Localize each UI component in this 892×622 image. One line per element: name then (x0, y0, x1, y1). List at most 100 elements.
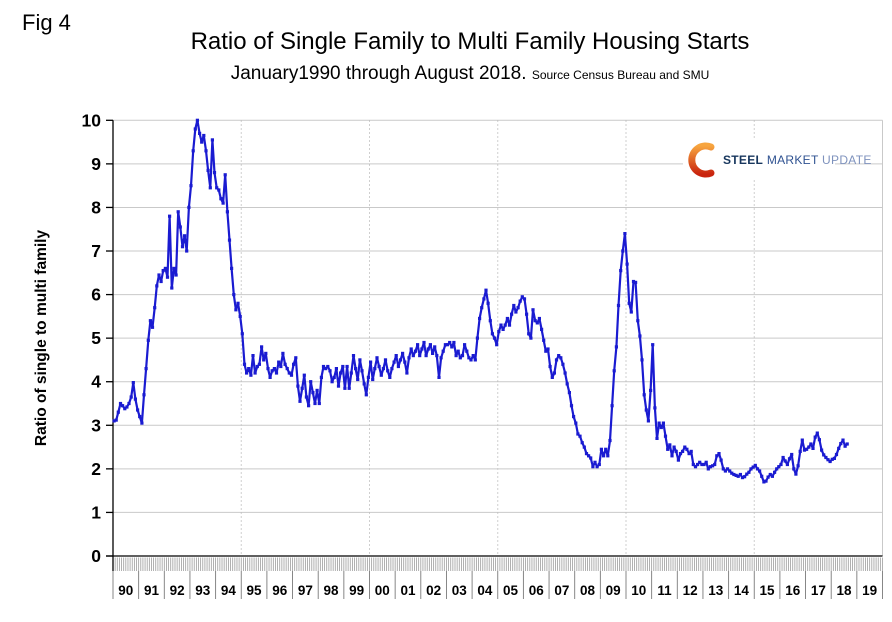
data-point-marker (478, 316, 482, 321)
data-point-marker (480, 306, 484, 310)
data-point-marker (426, 347, 430, 351)
data-point-marker (234, 308, 238, 312)
x-year-label: 90 (118, 583, 133, 598)
data-point-marker (215, 186, 219, 190)
data-point-marker (161, 269, 165, 273)
data-point-marker (700, 462, 704, 467)
x-year-label: 16 (785, 583, 801, 598)
data-point-marker (723, 469, 727, 473)
data-point-marker (770, 474, 774, 478)
data-point-marker (136, 408, 140, 412)
data-point-marker (127, 401, 131, 406)
data-point-marker (204, 149, 208, 153)
data-point-marker (146, 338, 150, 342)
x-year-label: 03 (452, 583, 468, 598)
data-point-marker (702, 462, 706, 467)
x-year-label: 14 (734, 583, 750, 598)
data-point-marker (655, 436, 659, 440)
data-point-marker (193, 127, 197, 131)
data-point-marker (683, 445, 687, 449)
data-point-marker (450, 345, 454, 349)
data-point-marker (300, 386, 304, 390)
data-point-marker (467, 356, 471, 360)
data-point-marker (747, 470, 751, 474)
x-year-label: 11 (657, 583, 672, 598)
data-point-marker (758, 469, 762, 473)
data-point-marker (516, 306, 520, 310)
y-tick-label: 4 (91, 372, 101, 392)
data-point-marker (409, 347, 413, 351)
data-point-marker (375, 356, 379, 360)
data-point-marker (768, 472, 772, 477)
data-point-marker (373, 367, 377, 371)
data-point-marker (484, 288, 488, 292)
data-point-marker (274, 371, 279, 375)
data-point-marker (822, 453, 826, 457)
data-point-marker (826, 458, 830, 462)
data-point-marker (212, 171, 217, 175)
data-point-marker (550, 375, 554, 379)
y-tick-label: 2 (91, 459, 101, 479)
data-point-marker (732, 472, 736, 477)
data-point-marker (834, 452, 839, 457)
data-point-marker (403, 360, 407, 364)
data-point-marker (319, 375, 323, 379)
data-point-marker (559, 356, 563, 360)
data-point-marker (336, 384, 341, 388)
x-year-label: 19 (862, 583, 877, 598)
data-point-marker (386, 369, 390, 373)
source-note: Source Census Bureau and SMU (531, 67, 710, 82)
x-year-label: 10 (631, 583, 646, 598)
x-year-label: 99 (349, 583, 364, 598)
data-point-marker (693, 465, 698, 469)
data-point-marker (125, 405, 129, 409)
y-tick-label: 0 (91, 546, 101, 566)
data-point-marker (240, 332, 244, 336)
data-point-marker (170, 286, 174, 290)
data-point-marker (377, 364, 381, 369)
data-point-marker (287, 371, 291, 375)
data-point-marker (612, 369, 616, 373)
x-year-label: 08 (580, 583, 596, 598)
data-point-marker (567, 391, 571, 395)
data-point-marker (670, 454, 674, 458)
data-point-marker (548, 364, 552, 369)
data-point-marker (116, 410, 120, 414)
data-point-marker (561, 362, 565, 366)
data-point-marker (649, 388, 653, 392)
data-point-marker (764, 479, 768, 483)
data-point-marker (565, 382, 569, 386)
data-point-marker (445, 343, 450, 347)
steel-market-update-logo: STEEL MARKET UPDATE (683, 140, 871, 180)
data-point-marker (779, 462, 783, 467)
data-point-marker (725, 467, 730, 471)
data-point-marker (696, 462, 700, 467)
y-tick-label: 3 (91, 415, 101, 435)
data-point-marker (576, 432, 580, 436)
data-point-marker (251, 354, 255, 358)
data-point-marker (313, 401, 317, 406)
data-point-marker (610, 404, 614, 408)
data-point-marker (401, 351, 405, 355)
data-point-marker (221, 201, 225, 205)
data-point-marker (604, 447, 608, 451)
data-point-marker (411, 354, 415, 358)
data-point-marker (200, 140, 204, 144)
data-point-marker (398, 358, 403, 362)
data-point-marker (133, 397, 137, 401)
data-point-marker (142, 393, 146, 397)
data-point-marker (646, 419, 650, 423)
data-point-marker (321, 364, 326, 369)
data-point-marker (689, 449, 693, 453)
data-point-marker (292, 362, 296, 366)
data-point-marker (623, 232, 627, 236)
data-point-marker (180, 245, 185, 249)
data-point-marker (501, 327, 505, 331)
data-point-marker (330, 380, 334, 384)
data-point-marker (537, 316, 541, 321)
data-point-marker (371, 377, 375, 382)
data-point-marker (719, 458, 723, 462)
data-point-marker (569, 404, 574, 408)
data-point-marker (798, 449, 802, 453)
data-point-marker (131, 381, 135, 385)
